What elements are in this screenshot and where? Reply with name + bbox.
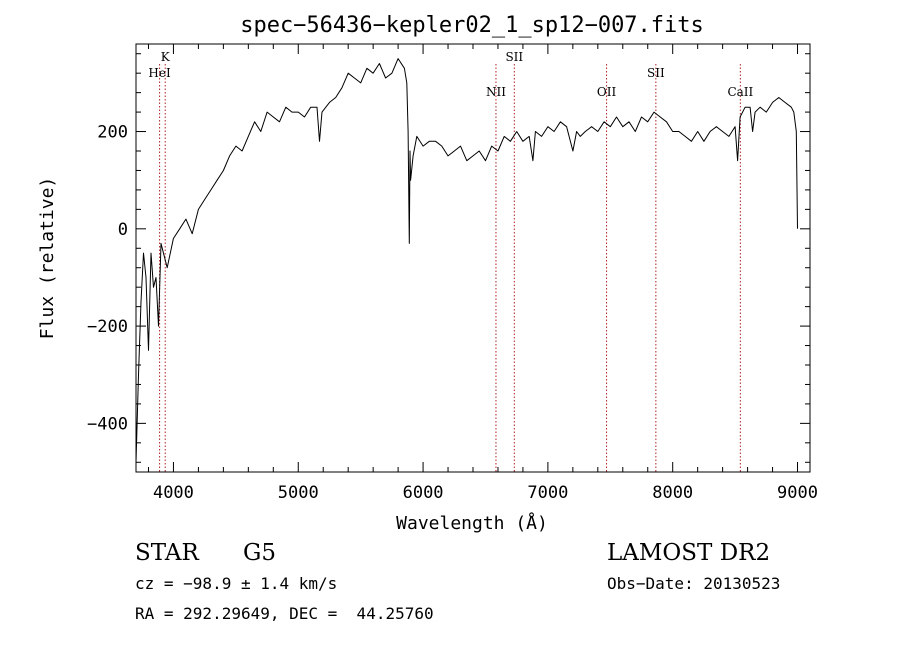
observation-date: Obs−Date: 20130523 <box>607 574 781 593</box>
y-axis-label: Flux (relative) <box>37 177 58 340</box>
line-marker-label-4: OII <box>597 85 617 99</box>
x-tick-label-1: 5000 <box>278 483 319 503</box>
line-marker-label-6: CaII <box>727 85 753 99</box>
spectrum-line-0 <box>135 58 798 463</box>
axis-tick-layer: 4000 5000 6000 7000 8000 9000 −400 −200 0 200 <box>87 44 818 503</box>
chart-title: spec−56436−kepler02_1_sp12−007.fits <box>240 13 704 38</box>
x-tick-label-5: 9000 <box>777 483 818 503</box>
y-tick-label-3: 200 <box>97 123 128 143</box>
x-tick-label-3: 7000 <box>527 483 568 503</box>
y-tick-label-0: −400 <box>87 414 128 434</box>
y-tick-label-1: −200 <box>87 317 128 337</box>
coordinates: RA = 292.29649, DEC = 44.25760 <box>135 604 434 623</box>
x-axis-label: Wavelength (Å) <box>396 512 548 534</box>
x-tick-label-4: 8000 <box>652 483 693 503</box>
object-class: STAR <box>135 540 199 566</box>
x-tick-label-2: 6000 <box>403 483 444 503</box>
line-marker-label-1: HeI <box>148 66 171 80</box>
plot-frame <box>135 43 811 473</box>
y-tick-label-2: 0 <box>118 220 128 240</box>
line-marker-layer: K HeI NII SII OII SII CaII <box>148 50 754 472</box>
line-marker-label-3: SII <box>505 50 523 64</box>
spectrum-layer <box>135 58 798 463</box>
redshift-value: cz = −98.9 ± 1.4 km/s <box>135 574 338 593</box>
line-marker-label-5: SII <box>647 66 665 80</box>
line-marker-label-2: NII <box>486 85 506 99</box>
survey-name: LAMOST DR2 <box>607 540 771 566</box>
x-tick-label-0: 4000 <box>153 483 194 503</box>
object-subclass: G5 <box>243 540 277 566</box>
line-marker-label-0: K <box>161 50 171 64</box>
